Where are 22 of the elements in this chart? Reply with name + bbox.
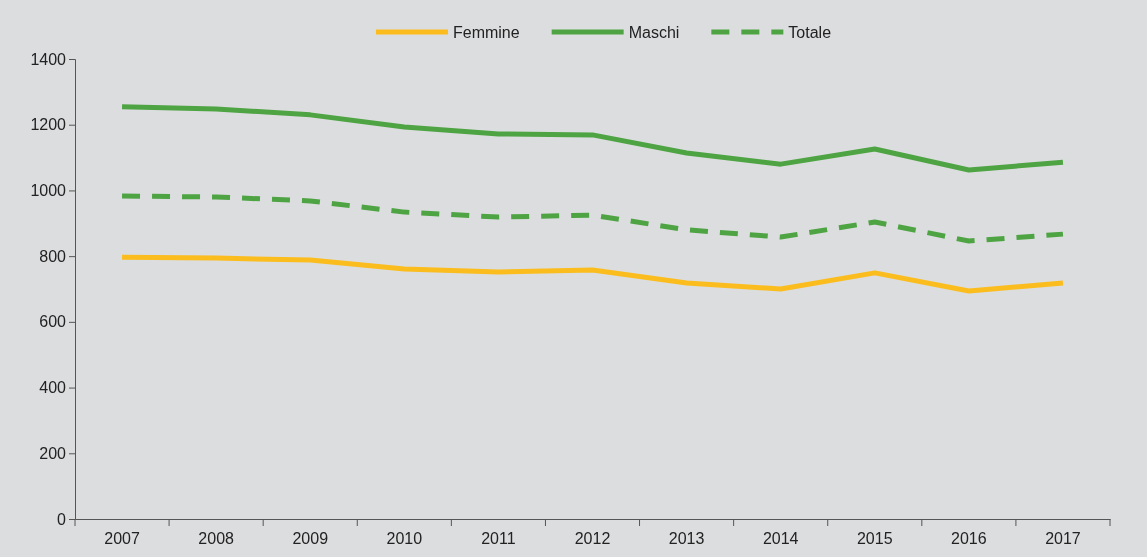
y-tick-label: 800: [39, 247, 67, 265]
x-tick-label: 2008: [198, 530, 235, 548]
x-tick-label: 2011: [481, 530, 516, 548]
x-tick-label: 2013: [668, 530, 705, 548]
x-tick-label: 2015: [856, 530, 893, 548]
x-tick-label: 2016: [951, 530, 987, 548]
legend-label: Totale: [788, 24, 832, 41]
x-tick-label: 2010: [386, 530, 423, 548]
legend-label: Maschi: [628, 24, 680, 41]
y-tick-label: 600: [39, 313, 67, 331]
x-tick-label: 2014: [762, 530, 799, 548]
x-tick-label: 2012: [574, 530, 611, 548]
y-tick-label: 200: [39, 444, 67, 462]
y-tick-label: 1200: [30, 116, 67, 134]
y-tick-label: 1000: [30, 182, 67, 200]
legend-label: Femmine: [452, 24, 520, 41]
y-tick-label: 1400: [30, 50, 67, 68]
y-tick-label: 0: [57, 510, 67, 528]
x-tick-label: 2009: [292, 530, 329, 548]
y-tick-label: 400: [39, 379, 67, 397]
x-tick-label: 2007: [104, 530, 140, 548]
x-tick-label: 2017: [1045, 530, 1081, 548]
